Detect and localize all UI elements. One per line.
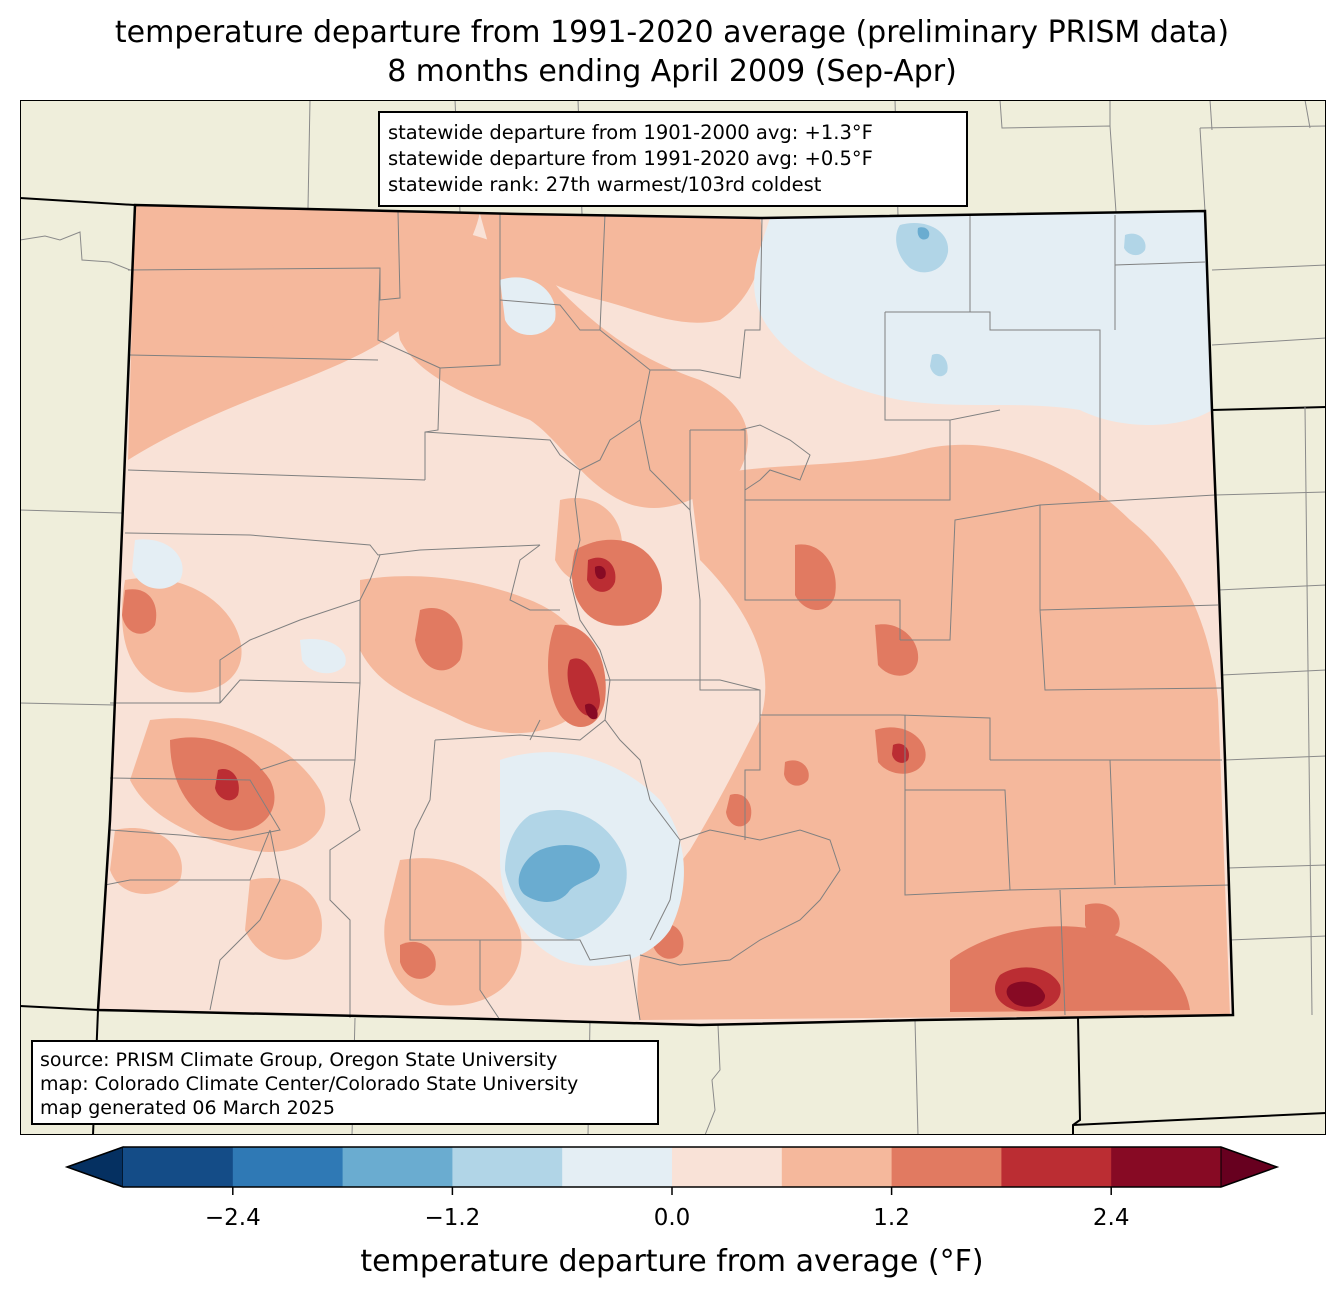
source-credit-box: source: PRISM Climate Group, Oregon Stat… — [31, 1040, 659, 1125]
colorbar-segment — [452, 1147, 563, 1187]
colorbar-tick-label: 1.2 — [873, 1205, 910, 1231]
temperature-field — [98, 205, 1233, 1025]
colorbar-segment — [342, 1147, 453, 1187]
field-0.6-to-1.2 — [110, 205, 1230, 1021]
colorbar-tick-label: −2.4 — [204, 1205, 261, 1231]
source-line: source: PRISM Climate Group, Oregon Stat… — [40, 1049, 558, 1071]
map-title-line-2: 8 months ending April 2009 (Sep-Apr) — [387, 54, 957, 89]
colorbar-tick-label: 2.4 — [1092, 1205, 1130, 1231]
colorbar-outline — [64, 1146, 1280, 1188]
colorado-state-boundary — [96, 203, 1235, 1027]
colorbar-label: temperature departure from average (°F) — [360, 1244, 984, 1279]
colorbar-segment — [562, 1147, 673, 1187]
stats-departure-1991-2020: statewide departure from 1991-2020 avg: … — [388, 147, 873, 170]
stats-departure-1901-2000: statewide departure from 1901-2000 avg: … — [388, 121, 873, 144]
map-credit-line: map: Colorado Climate Center/Colorado St… — [40, 1073, 579, 1095]
colorbar-segment — [891, 1147, 1002, 1187]
colorbar-tick-label: −1.2 — [424, 1205, 481, 1231]
colorbar-segment — [1111, 1147, 1222, 1187]
colorbar-segment — [672, 1147, 783, 1187]
statewide-stats-box: statewide departure from 1901-2000 avg: … — [378, 111, 968, 207]
colorbar-segment — [123, 1147, 234, 1187]
generated-date-line: map generated 06 March 2025 — [40, 1097, 335, 1119]
colorbar-extend-low — [65, 1146, 124, 1188]
field-neg-1.8-to-neg-1.2 — [518, 227, 930, 902]
colorbar-tick-label: 0.0 — [653, 1205, 691, 1231]
field-above-2.4 — [585, 565, 1046, 1007]
colorbar-segment — [232, 1147, 344, 1187]
colorado-county-lines — [104, 211, 1231, 1021]
colorbar-segment — [781, 1147, 893, 1187]
stats-rank: statewide rank: 27th warmest/103rd colde… — [388, 173, 822, 196]
colorbar-segment — [1001, 1147, 1112, 1187]
colorbar-extend-high — [1220, 1146, 1279, 1188]
map-title-line-1: temperature departure from 1991-2020 ave… — [114, 15, 1230, 50]
